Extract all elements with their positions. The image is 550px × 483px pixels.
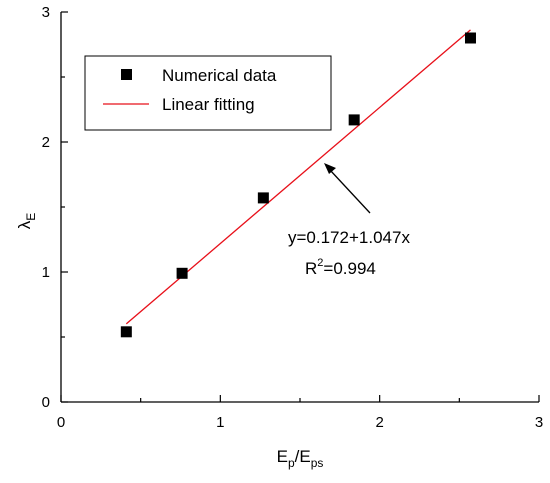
legend-box: [84, 55, 332, 131]
data-point: [348, 114, 360, 126]
r-squared: R2=0.994: [305, 257, 376, 278]
annotation-arrowhead: [324, 163, 336, 174]
x-tick-label: 1: [216, 414, 224, 431]
data-point: [176, 267, 188, 279]
legend-label-numerical-data: Numerical data: [162, 66, 277, 85]
ticks: 0 1 2 3 0 1 2 3: [42, 4, 544, 431]
x-tick-label: 3: [535, 414, 543, 431]
x-axis-title: Ep/Eps: [277, 447, 324, 470]
data-point: [257, 192, 269, 204]
fit-annotation: y=0.172+1.047x R2=0.994: [288, 163, 410, 278]
x-tick-label: 2: [375, 414, 383, 431]
legend-label-linear-fitting: Linear fitting: [162, 95, 255, 114]
data-point: [464, 32, 476, 44]
fit-equation: y=0.172+1.047x: [288, 228, 410, 247]
y-axis-title: λE: [15, 213, 38, 230]
y-tick-label: 1: [42, 264, 50, 281]
x-tick-label: 0: [57, 414, 65, 431]
y-tick-label: 2: [42, 134, 50, 151]
legend-marker-numerical-data: [121, 69, 132, 80]
y-tick-label: 3: [42, 4, 50, 21]
data-point: [120, 326, 132, 338]
plot-area: [120, 29, 476, 338]
legend: Numerical data Linear fitting: [84, 55, 332, 131]
annotation-arrow: [329, 169, 371, 214]
y-tick-label: 0: [42, 394, 50, 411]
